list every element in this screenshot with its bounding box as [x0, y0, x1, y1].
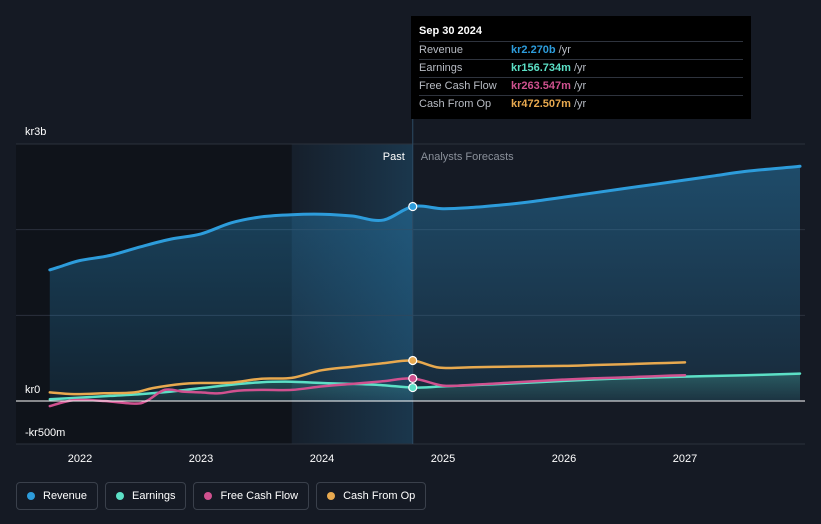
free-cash-flow-dot-icon — [204, 492, 213, 500]
tooltip-unit: /yr — [558, 44, 571, 56]
tooltip-label: Free Cash Flow — [419, 80, 497, 92]
y-axis-labels: kr3b kr0 -kr500m — [25, 126, 65, 439]
legend-item-revenue[interactable]: Revenue — [16, 482, 99, 510]
tooltip-label: Cash From Op — [419, 98, 492, 110]
legend-label: Cash From Op — [343, 490, 416, 502]
tooltip: Sep 30 2024 Revenue kr2.270b /yr Earning… — [411, 16, 751, 119]
cash-from-op-marker — [408, 355, 418, 366]
x-tick-label: 2027 — [673, 453, 697, 465]
y-tick-label: -kr500m — [25, 427, 65, 439]
earnings-area — [49, 373, 801, 401]
legend-label: Free Cash Flow — [220, 490, 299, 502]
tooltip-unit: /yr — [573, 98, 587, 110]
cash-from-op-dot-icon — [327, 492, 336, 500]
tooltip-row-revenue: Revenue kr2.270b /yr — [419, 41, 743, 59]
forecast-label: Analysts Forecasts — [421, 151, 514, 163]
x-tick-label: 2025 — [431, 453, 455, 465]
tooltip-row-free-cash-flow: Free Cash Flow kr263.547m /yr — [419, 77, 743, 95]
tooltip-value: kr156.734m — [511, 62, 571, 74]
tooltip-value: kr263.547m — [511, 80, 571, 92]
tooltip-label: Earnings — [419, 62, 463, 74]
tooltip-unit: /yr — [573, 62, 587, 74]
legend-label: Earnings — [132, 490, 176, 502]
tooltip-value: kr472.507m — [511, 98, 571, 110]
tooltip-unit: /yr — [573, 80, 587, 92]
earnings-dot-icon — [116, 492, 125, 500]
tooltip-date: Sep 30 2024 — [419, 25, 482, 37]
legend: Revenue Earnings Free Cash Flow Cash Fro… — [16, 482, 427, 510]
x-tick-label: 2022 — [68, 453, 92, 465]
x-tick-label: 2024 — [310, 453, 334, 465]
tooltip-row-earnings: Earnings kr156.734m /yr — [419, 59, 743, 77]
revenue-line — [48, 164, 802, 272]
earnings-marker — [408, 382, 418, 393]
cash-from-op-line — [48, 359, 687, 396]
legend-item-free-cash-flow[interactable]: Free Cash Flow — [193, 482, 310, 510]
tooltip-value: kr2.270b — [511, 44, 556, 56]
y-tick-label: kr0 — [25, 384, 40, 396]
x-tick-label: 2023 — [189, 453, 213, 465]
past-label: Past — [383, 151, 405, 163]
revenue-area — [49, 166, 801, 401]
free-cash-flow-marker — [408, 373, 418, 384]
revenue-dot-icon — [27, 492, 35, 500]
y-tick-label: kr3b — [25, 126, 46, 138]
series-fills — [49, 166, 801, 401]
x-tick-label: 2026 — [552, 453, 576, 465]
highlight-markers — [408, 201, 418, 393]
revenue-marker — [408, 201, 418, 212]
x-axis-labels: 2022 2023 2024 2025 2026 2027 — [68, 453, 697, 465]
legend-label: Revenue — [43, 490, 88, 502]
tooltip-label: Revenue — [419, 44, 464, 56]
legend-item-earnings[interactable]: Earnings — [105, 482, 187, 510]
legend-item-cash-from-op[interactable]: Cash From Op — [316, 482, 427, 510]
tooltip-row-cash-from-op: Cash From Op kr472.507m /yr — [419, 95, 743, 113]
